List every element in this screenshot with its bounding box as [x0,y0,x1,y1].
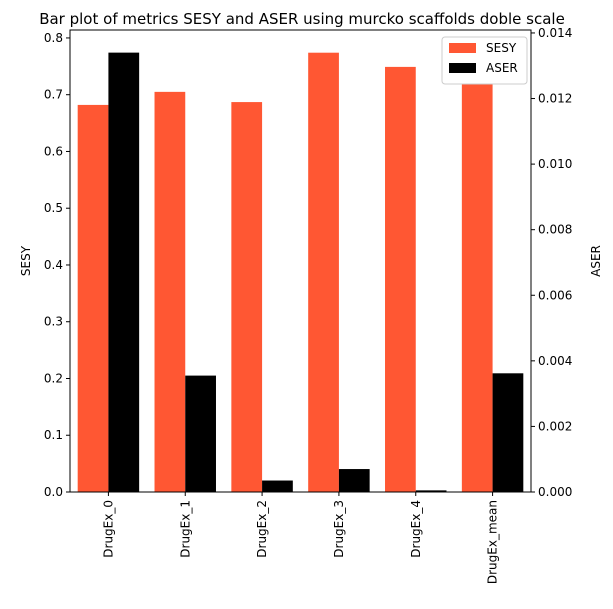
legend: SESY ASER [441,36,528,85]
right-tick-label: 0.004 [538,354,572,368]
left-tick-label: 0.7 [44,88,63,102]
legend-swatch-sesy [449,43,476,53]
left-tick-label: 0.5 [44,201,63,215]
bar-aser-4 [415,490,447,492]
left-y-axis-label: SESY [19,245,33,276]
right-y-axis-label: ASER [589,245,603,277]
bar-aser-3 [338,469,370,492]
left-y-axis: 0.0 0.1 0.2 0.3 0.4 0.5 0.6 0.7 0.8 [44,31,70,499]
x-tick-label: DrugEx_4 [409,500,423,558]
right-tick-label: 0.008 [538,223,572,237]
right-tick-label: 0.006 [538,288,572,302]
x-tick-label: DrugEx_2 [255,500,269,558]
chart-title: Bar plot of metrics SESY and ASER using … [39,10,565,28]
left-tick-label: 0.1 [44,428,63,442]
bar-sesy-4 [385,66,416,492]
right-tick-label: 0.000 [538,485,572,499]
bar-sesy-3 [308,52,339,493]
bar-sesy-5 [461,83,493,493]
bar-sesy-0 [77,104,109,493]
bar-aser-1 [185,375,216,492]
right-tick-label: 0.010 [538,157,572,171]
legend-label-sesy: SESY [486,41,517,55]
x-tick-label: DrugEx_3 [332,500,346,558]
bar-sesy-1 [154,91,186,492]
bar-aser-5 [492,373,524,492]
legend-swatch-aser [449,63,476,73]
left-tick-label: 0.6 [44,144,63,158]
legend-label-aser: ASER [486,61,518,75]
left-tick-label: 0.2 [44,371,63,385]
right-y-axis: 0.000 0.002 0.004 0.006 0.008 0.010 0.012 0.014 [531,26,572,499]
x-tick-label: DrugEx_1 [178,500,192,558]
right-tick-label: 0.012 [538,92,572,106]
x-axis: DrugEx_0 DrugEx_1 DrugEx_2 DrugEx_3 DrugEx_4… [101,492,500,584]
bars-group [77,52,524,493]
plot-area-frame [69,29,532,493]
left-tick-label: 0.3 [44,315,63,329]
bar-aser-0 [108,52,140,492]
left-tick-label: 0.4 [44,258,63,272]
right-tick-label: 0.014 [538,26,572,40]
left-tick-label: 0.0 [44,485,63,499]
right-tick-label: 0.002 [538,419,572,433]
bar-aser-2 [262,480,293,492]
left-tick-label: 0.8 [44,31,63,45]
x-tick-label: DrugEx_mean [486,500,500,584]
bar-sesy-2 [231,102,263,492]
x-tick-label: DrugEx_0 [101,500,115,558]
